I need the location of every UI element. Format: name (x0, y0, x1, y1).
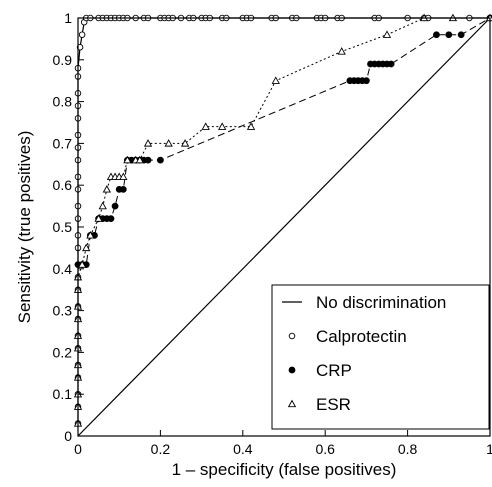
legend-marker-crp (288, 366, 296, 374)
data-point-crp (111, 202, 119, 210)
series-crp (74, 14, 492, 269)
legend-label-esr: ESR (316, 395, 351, 414)
data-point-crp (156, 156, 164, 164)
x-tick-label: 1 (486, 441, 492, 457)
data-point-crp (457, 31, 465, 39)
x-tick-label: 0.8 (398, 441, 418, 457)
legend-label-no-discrimination: No discrimination (316, 293, 446, 312)
data-point-esr (271, 76, 280, 84)
data-point-esr (382, 30, 392, 38)
data-point-crp (107, 215, 115, 223)
legend-marker-calprotectin (288, 332, 296, 340)
y-tick-label: 0.3 (53, 303, 73, 319)
y-tick-label: 0.1 (53, 386, 73, 402)
x-tick-label: 0 (74, 441, 82, 457)
y-tick-label: 0.4 (53, 261, 73, 277)
y-tick-label: 0.8 (53, 94, 73, 110)
data-point-esr (246, 122, 256, 130)
data-point-calprotectin (78, 31, 86, 38)
y-tick-label: 1 (64, 10, 72, 26)
y-tick-label: 0.2 (53, 344, 73, 360)
x-tick-label: 0.6 (315, 441, 335, 457)
data-point-esr (123, 155, 132, 164)
y-tick-label: 0.6 (53, 177, 73, 193)
y-axis-title: Sensitivity (true positives) (15, 131, 34, 324)
legend-label-crp: CRP (316, 361, 352, 380)
data-point-esr (102, 185, 112, 193)
legend-marker-esr (287, 399, 297, 408)
series-no-discrimination (77, 17, 491, 437)
data-point-esr (201, 122, 210, 130)
y-tick-label: 0 (64, 428, 72, 444)
axis-ticks: 0 0.2 0.4 0.6 0.8 1 0 0.1 0.2 0.3 0.4 0.5 0.6 0.7 0.8 0… (53, 10, 492, 457)
legend-box (271, 284, 490, 430)
data-point-crp (445, 31, 453, 39)
data-point-crp (119, 185, 127, 193)
data-point-esr (119, 172, 128, 181)
x-tick-label: 0.2 (151, 441, 171, 457)
data-point-esr (82, 243, 91, 252)
data-point-esr (180, 139, 190, 147)
data-point-calprotectin (76, 44, 84, 51)
x-axis-title: 1 – specificity (false positives) (172, 460, 397, 479)
legend-label-calprotectin: Calprotectin (316, 327, 407, 346)
data-point-crp (362, 77, 370, 85)
data-point-esr (98, 201, 107, 210)
data-point-esr (218, 122, 227, 130)
data-point-esr (77, 260, 87, 268)
y-tick-label: 0.5 (53, 219, 73, 235)
data-point-crp (433, 31, 440, 39)
y-tick-label: 0.9 (53, 52, 73, 68)
data-point-crp (387, 60, 395, 68)
series-line-no-discrimination (77, 17, 491, 437)
legend: No discrimination Calprotectin CRP ESR (271, 284, 490, 430)
y-tick-label: 0.7 (53, 135, 73, 151)
data-point-esr (337, 47, 346, 55)
data-point-crp (144, 156, 152, 164)
data-point-esr (94, 214, 103, 222)
data-point-esr (86, 231, 95, 239)
data-point-esr (164, 139, 173, 147)
data-point-esr (135, 155, 144, 164)
x-tick-label: 0.4 (233, 441, 253, 457)
data-point-esr (143, 139, 153, 147)
